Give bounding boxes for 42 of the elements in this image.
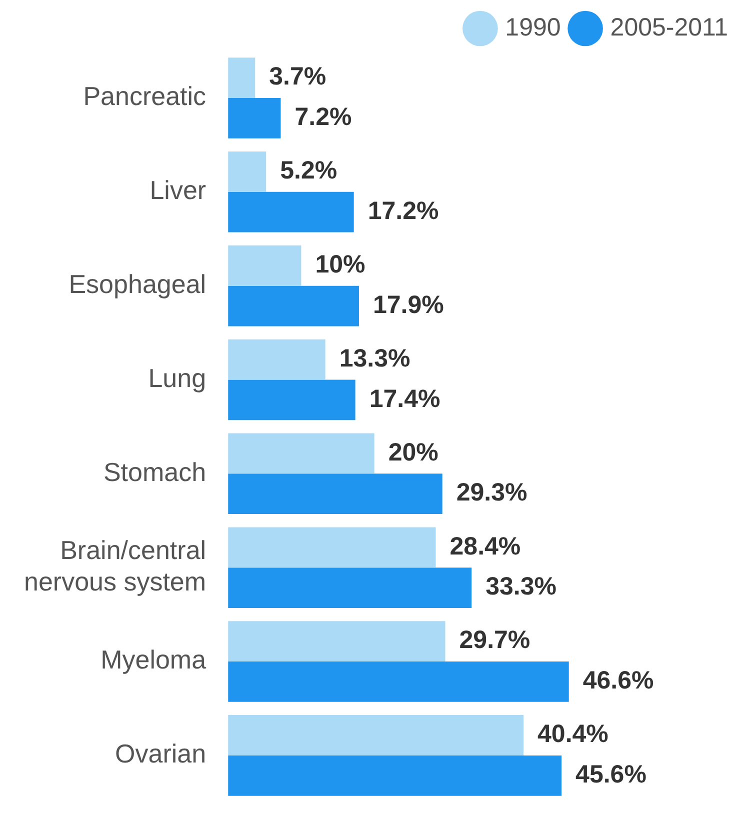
bar <box>228 339 326 380</box>
data-label: 3.7% <box>269 62 326 91</box>
bar <box>228 192 354 232</box>
bar <box>228 286 359 326</box>
y-tick-label: Myeloma <box>100 644 207 675</box>
data-label: 29.3% <box>456 478 528 507</box>
bar <box>228 433 374 474</box>
data-label: 28.4% <box>450 532 521 560</box>
data-label: 46.6% <box>582 666 654 695</box>
bar <box>228 527 436 568</box>
bar <box>228 98 281 138</box>
bar <box>228 662 569 702</box>
y-tick-label: Ovarian <box>115 738 206 769</box>
data-label: 17.9% <box>372 290 444 319</box>
data-label: 17.2% <box>368 196 439 225</box>
bar <box>228 380 356 420</box>
y-tick-label: Esophageal <box>68 268 206 299</box>
bar <box>228 755 562 796</box>
bar <box>228 245 302 286</box>
bar <box>228 715 524 756</box>
data-label: 5.2% <box>280 156 338 185</box>
y-tick-label: Pancreatic <box>83 81 206 112</box>
data-label: 29.7% <box>459 626 530 654</box>
bar <box>228 621 446 662</box>
y-tick-label: Stomach <box>103 456 206 487</box>
y-tick-label: Lung <box>148 362 206 393</box>
data-label: 13.3% <box>339 344 410 372</box>
bar <box>228 568 472 608</box>
data-label: 40.4% <box>538 720 608 748</box>
legend-label: 1990 <box>505 13 561 42</box>
legend-label: 2005-2011 <box>610 13 728 42</box>
data-label: 10% <box>315 250 366 279</box>
y-tick-label: Liver <box>150 175 206 206</box>
bar <box>228 474 442 514</box>
data-label: 20% <box>388 438 438 466</box>
bar <box>228 152 266 192</box>
y-tick-label: Brain/central nervous system <box>24 535 206 596</box>
data-label: 33.3% <box>486 572 556 601</box>
bar <box>228 58 256 98</box>
data-label: 7.2% <box>294 103 352 132</box>
data-label: 17.4% <box>369 384 440 413</box>
data-label: 45.6% <box>576 760 646 789</box>
